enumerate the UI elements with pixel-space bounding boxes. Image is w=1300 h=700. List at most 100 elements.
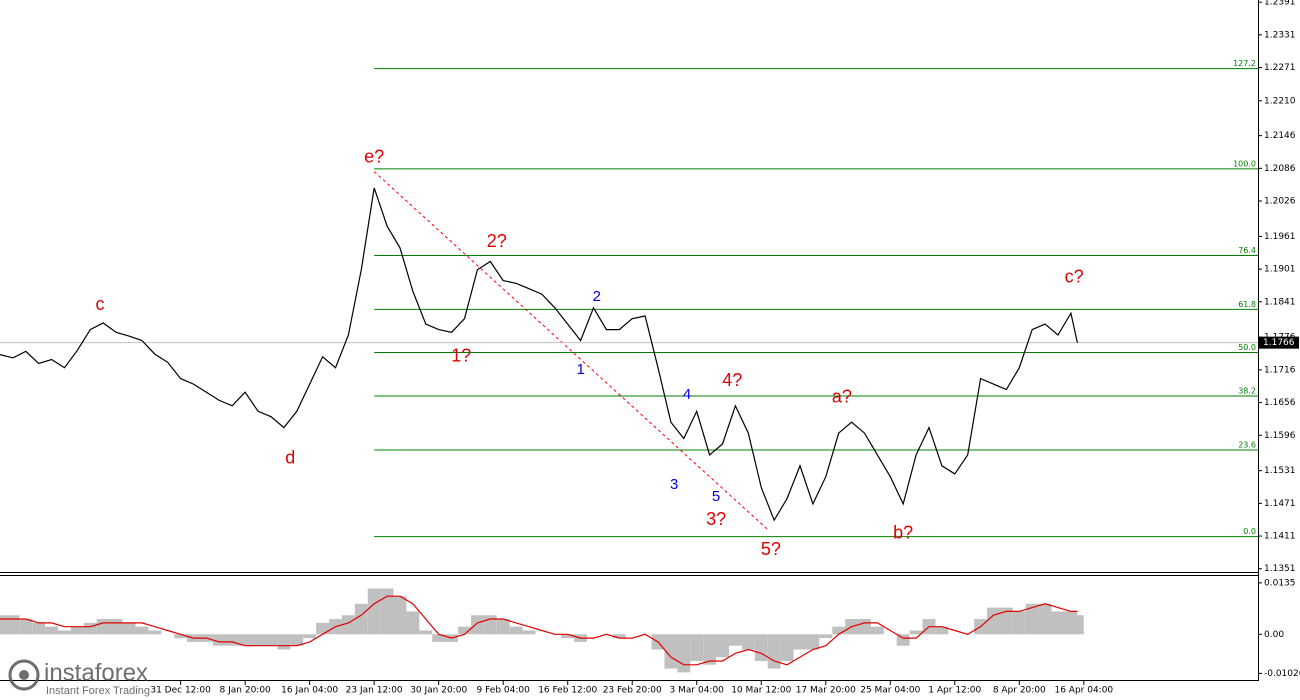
last-price-label: 1.1766 [1263, 338, 1295, 348]
histogram-bar [135, 626, 149, 635]
wave-label: 3 [670, 476, 678, 493]
histogram-bar [70, 626, 84, 635]
fib-label: 23.6 [1238, 440, 1256, 449]
histogram-bar [58, 630, 71, 635]
x-tick-label: 23 Feb 20:00 [603, 686, 662, 696]
y-tick-label: -0.01026 [1264, 669, 1300, 679]
histogram-bar [728, 634, 742, 646]
tagline: Instant Forex Trading [46, 685, 150, 697]
last-price-box [1259, 336, 1299, 349]
y-tick-label: 0.0135 [1264, 578, 1296, 588]
wave-label: 2? [487, 231, 507, 251]
x-tick-label: 17 Mar 20:00 [796, 686, 856, 696]
histogram-bar [819, 634, 833, 639]
logo [8, 659, 40, 691]
x-tick-label: 8 Apr 20:00 [993, 686, 1046, 696]
wave-label: 5? [761, 539, 781, 559]
wave-label: c? [1065, 267, 1084, 287]
fib-label: 127.2 [1233, 59, 1256, 68]
histogram-bar [1012, 611, 1026, 635]
price-line [0, 187, 1078, 522]
y-tick-label: 0.00 [1264, 630, 1284, 640]
histogram-bar [354, 603, 368, 635]
histogram-bar [212, 634, 226, 646]
histogram-bar [251, 634, 265, 646]
histogram-bar [367, 588, 381, 635]
y-tick-label: 1.2086 [1264, 164, 1296, 174]
wave-label: 4 [683, 386, 691, 403]
histogram-bar [703, 634, 717, 665]
wave-label: e? [364, 147, 384, 167]
histogram-bar [793, 634, 807, 650]
histogram-bar [1051, 611, 1065, 635]
y-tick-label: 1.1411 [1264, 532, 1296, 542]
wave-label: c [95, 294, 104, 314]
y-tick-label: 1.2391 [1264, 0, 1296, 8]
histogram-bar [458, 626, 471, 635]
wave-label: b? [893, 523, 913, 543]
x-tick-label: 1 Apr 12:00 [928, 686, 981, 696]
histogram-bar [406, 611, 420, 635]
histogram-bar [509, 626, 523, 635]
histogram-bar [290, 634, 304, 646]
fib-label: 61.8 [1238, 300, 1256, 309]
histogram-bar [32, 622, 46, 635]
histogram-bar [716, 634, 729, 658]
histogram-bar [858, 619, 871, 635]
wave-label: d [285, 447, 295, 467]
histogram-bar [909, 630, 923, 635]
fib-label: 100.0 [1233, 159, 1256, 168]
histogram-bar [999, 607, 1013, 635]
watermark: instaforex Instant Forex Trading [8, 659, 150, 697]
histogram-bar [664, 634, 678, 669]
y-tick-label: 1.1901 [1264, 265, 1296, 275]
y-tick-label: 1.1841 [1264, 297, 1296, 307]
histogram-bar [45, 626, 59, 635]
x-tick-label: 16 Apr 04:00 [1054, 686, 1113, 696]
y-tick-label: 1.1471 [1264, 499, 1296, 509]
x-tick-label: 16 Feb 12:00 [538, 686, 597, 696]
y-tick-label: 1.1716 [1264, 365, 1296, 375]
x-tick-label: 8 Jan 20:00 [220, 686, 272, 696]
histogram-bar [896, 634, 910, 646]
histogram-bar [754, 634, 768, 661]
x-tick-label: 10 Mar 12:00 [731, 686, 791, 696]
x-tick-label: 31 Dec 12:00 [150, 686, 211, 696]
histogram-bar [432, 634, 446, 642]
histogram-bar [483, 615, 497, 635]
histogram-bar [1070, 615, 1084, 635]
histogram-bar [148, 630, 162, 635]
histogram-bar [870, 626, 884, 635]
wave-label: 2 [593, 288, 601, 305]
histogram-bar [561, 634, 575, 639]
histogram-bar [19, 619, 33, 635]
wave-label: 1? [451, 346, 471, 366]
histogram-bar [612, 634, 626, 639]
histogram-bar [767, 634, 781, 669]
fib-label: 76.4 [1238, 246, 1256, 255]
histogram-bar [522, 630, 536, 635]
fib-label: 50.0 [1238, 343, 1256, 352]
histogram-bar [96, 619, 110, 635]
x-tick-label: 30 Jan 20:00 [410, 686, 467, 696]
histogram-bar [419, 630, 433, 635]
histogram-bar [109, 619, 123, 635]
wave-label: 1 [576, 361, 584, 378]
y-tick-label: 1.2146 [1264, 131, 1296, 141]
wave-label: 3? [706, 509, 726, 529]
wave-label: a? [832, 386, 852, 406]
wave-label: 4? [722, 370, 742, 390]
trendline [373, 171, 769, 530]
x-tick-label: 25 Mar 04:00 [860, 686, 920, 696]
histogram-bar [83, 622, 97, 635]
histogram-bar [832, 626, 846, 635]
signal-line [0, 595, 1078, 666]
wave-label: 5 [712, 488, 720, 505]
histogram-bar [780, 634, 794, 661]
x-tick-label: 16 Jan 04:00 [281, 686, 338, 696]
y-tick-label: 1.1351 [1264, 564, 1296, 574]
histogram-bar [741, 634, 755, 650]
histogram-bar [6, 615, 20, 635]
